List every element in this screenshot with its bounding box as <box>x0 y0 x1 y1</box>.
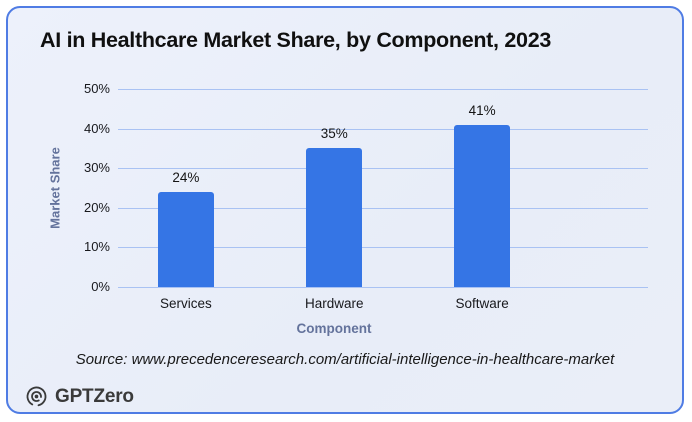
y-tick-label: 30% <box>83 160 110 176</box>
gridline <box>118 128 648 130</box>
bar-hardware <box>306 148 363 287</box>
x-category-label: Software <box>455 296 509 311</box>
gridline <box>118 287 648 288</box>
y-tick-label: 10% <box>83 239 110 255</box>
x-axis-title: Component <box>296 321 372 336</box>
plot-area: Component 0% 10% 20% 30% 40% 50% 24% Services 35… <box>84 81 648 336</box>
chart-card: AI in Healthcare Market Share, by Compon… <box>6 6 684 414</box>
gptzero-spiral-icon <box>26 386 47 407</box>
gptzero-wordmark: GPTZero <box>55 385 134 407</box>
y-tick-label: 40% <box>83 120 110 136</box>
gridline <box>118 247 648 249</box>
gridline <box>118 207 648 209</box>
y-tick-label: 20% <box>83 199 110 215</box>
gridline <box>118 89 648 90</box>
y-tick-label: 0% <box>91 279 110 295</box>
chart-title: AI in Healthcare Market Share, by Compon… <box>40 28 552 52</box>
bar-value-label: 24% <box>172 169 200 185</box>
gridline <box>118 168 648 170</box>
bar-value-label: 41% <box>468 102 496 118</box>
bar-software <box>454 124 511 287</box>
source-text: Source: www.precedenceresearch.com/artif… <box>75 351 615 368</box>
bar-services <box>157 191 214 287</box>
bar-value-label: 35% <box>320 126 348 142</box>
y-tick-label: 50% <box>83 81 110 97</box>
x-category-label: Hardware <box>304 296 364 311</box>
x-category-label: Services <box>159 296 212 311</box>
gptzero-logo: GPTZero <box>25 385 134 408</box>
y-axis-title: Market Share <box>47 147 63 229</box>
